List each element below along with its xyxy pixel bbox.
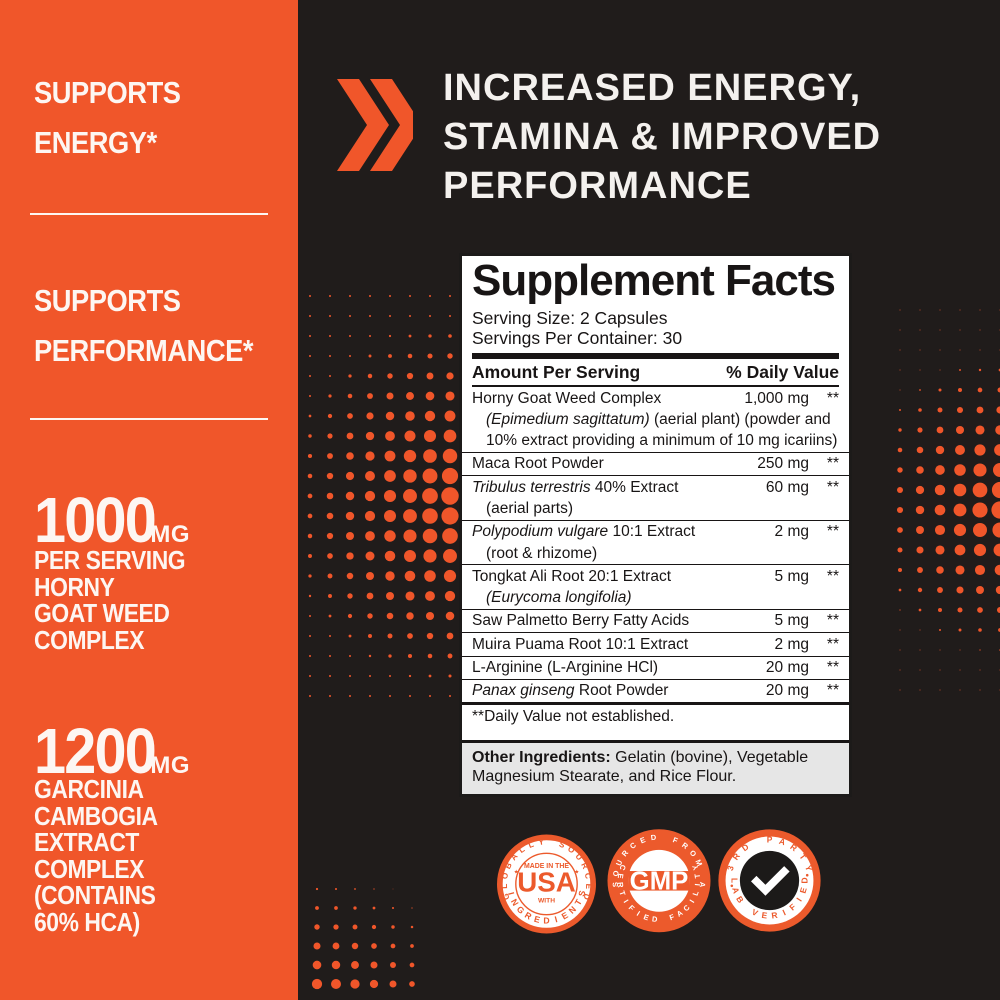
svg-text:WITH: WITH bbox=[538, 898, 555, 905]
svg-text:USA: USA bbox=[517, 867, 576, 898]
svg-text:P: P bbox=[767, 834, 773, 844]
svg-text:L: L bbox=[729, 878, 739, 883]
svg-text:D: D bbox=[543, 916, 549, 926]
svg-text:GMP: GMP bbox=[630, 867, 689, 895]
svg-text:L: L bbox=[500, 884, 509, 889]
svg-text:E: E bbox=[584, 883, 593, 889]
svg-text:D: D bbox=[800, 877, 810, 883]
